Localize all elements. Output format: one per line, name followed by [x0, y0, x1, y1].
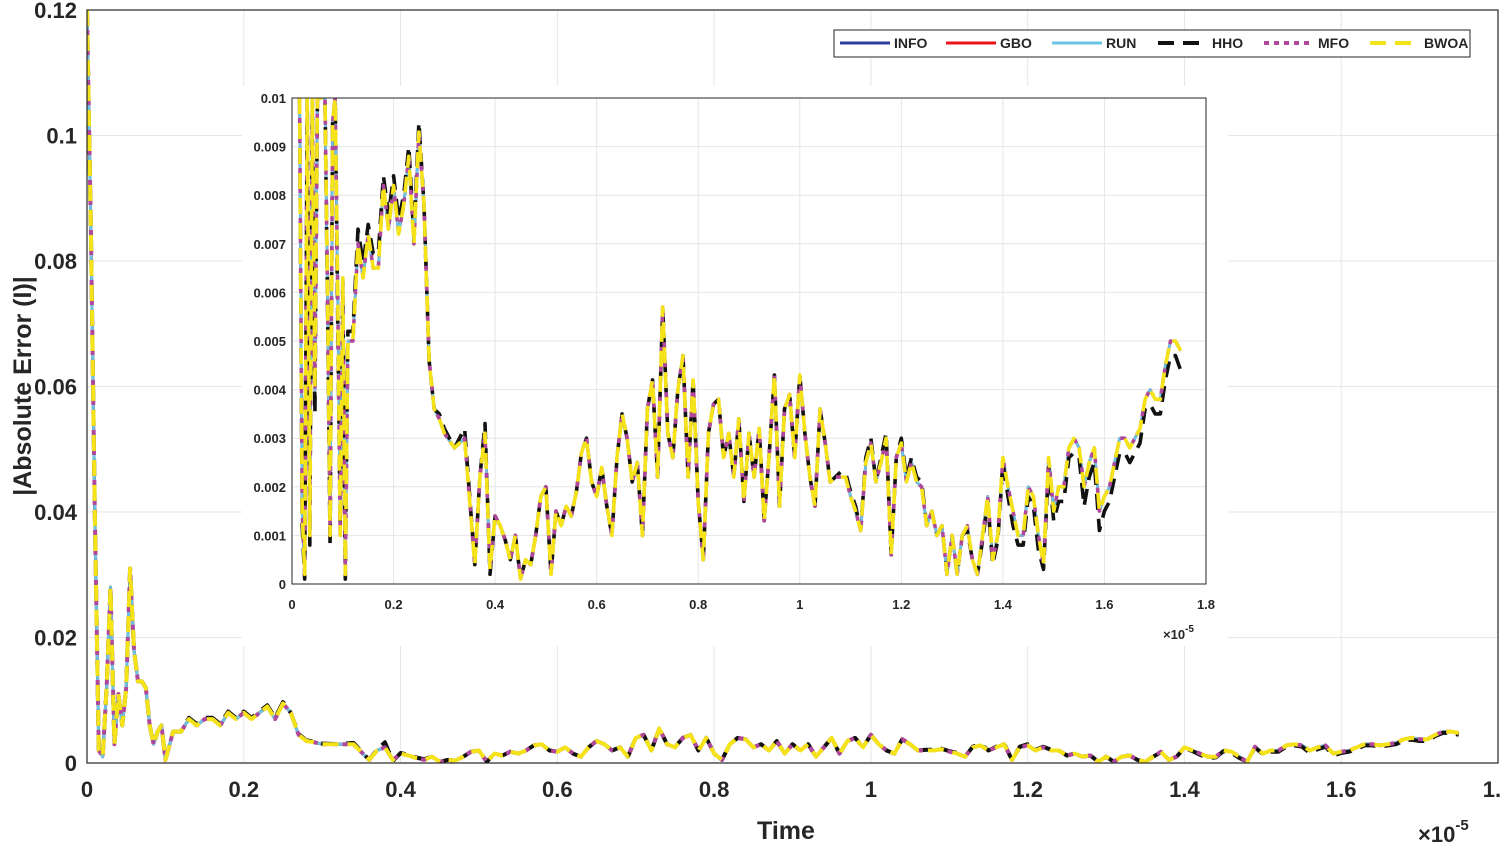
legend-label-bwoa: BWOA: [1424, 35, 1468, 51]
inset-y-tick-label: 0.009: [253, 140, 286, 155]
inset-plot-frame: [291, 97, 1207, 585]
inset-x-tick-label: 1.6: [1095, 597, 1113, 612]
inset-x-tick-label: 1.8: [1197, 597, 1215, 612]
inset-y-tick-label: 0.007: [253, 237, 286, 252]
y-axis-title: |Absolute Error (I)|: [9, 276, 37, 496]
legend-label-hho: HHO: [1212, 35, 1243, 51]
inset-x-tick-label: 0.2: [385, 597, 403, 612]
main-series-lines: [87, 10, 1460, 763]
main-y-tick-label: 0.1: [46, 124, 77, 149]
main-x-tick-label: 1.4: [1169, 777, 1200, 802]
main-series-line-bwoa: [87, 10, 1460, 763]
inset-x-multiplier-base: ×10: [1163, 627, 1185, 642]
inset-y-tick-label: 0.002: [253, 480, 286, 495]
legend-label-gbo: GBO: [1000, 35, 1032, 51]
x-axis-title: Time: [757, 817, 815, 845]
inset-x-multiplier-exponent: -5: [1185, 624, 1194, 635]
legend-label-info: INFO: [894, 35, 928, 51]
inset-background: [242, 86, 1228, 646]
legend-label-mfo: MFO: [1318, 35, 1349, 51]
inset-y-tick-label: 0.004: [253, 383, 286, 398]
inset-y-tick-label: 0.008: [253, 188, 286, 203]
main-x-tick-label: 1.6: [1326, 777, 1357, 802]
main-x-tick-label: 0.6: [542, 777, 573, 802]
main-y-tick-label: 0: [65, 751, 77, 776]
inset-y-tick-label: 0.005: [253, 334, 286, 349]
main-x-tick-label: 0.2: [228, 777, 259, 802]
x-multiplier-base: ×10: [1418, 822, 1455, 847]
x-multiplier-exponent: -5: [1455, 817, 1468, 834]
inset-x-tick-label: 1.4: [994, 597, 1013, 612]
main-x-tick-label: 0.8: [699, 777, 730, 802]
inset-y-tick-label: 0.006: [253, 285, 286, 300]
main-x-tick-label: 0.4: [385, 777, 416, 802]
main-plot-frame: [86, 9, 1499, 764]
main-y-tick-label: 0.04: [34, 500, 78, 525]
main-x-tick-label: 1: [865, 777, 877, 802]
legend-box: [833, 29, 1471, 58]
inset-x-tick-label: 1.2: [892, 597, 910, 612]
main-y-tick-label: 0.12: [34, 0, 77, 23]
inset-series-lines: [297, 98, 1183, 581]
inset-y-tick-label: 0.01: [261, 91, 286, 106]
legend-label-run: RUN: [1106, 35, 1136, 51]
inset-x-axis-multiplier: ×10-5: [1163, 624, 1194, 642]
main-y-tick-label: 0.06: [34, 375, 77, 400]
main-y-tick-label: 0.08: [34, 249, 77, 274]
x-axis-multiplier: ×10-5: [1418, 817, 1469, 847]
inset-x-tick-label: 0: [288, 597, 295, 612]
inset-x-tick-label: 0.6: [588, 597, 606, 612]
inset-y-tick-label: 0.001: [253, 528, 286, 543]
main-tick-labels: 0 0.2 0.4 0.6 0.8 1 1.2 1.4 1.6 1.8 0 0.02 0.04 0.06 0…: [34, 0, 1500, 802]
inset-series-line-bwoa: [297, 98, 1183, 581]
inset-tick-labels: 0 0.2 0.4 0.6 0.8 1 1.2 1.4 1.6 1.8 0 0.001 0.002 0.0…: [253, 91, 1215, 612]
inset-x-tick-label: 0.8: [689, 597, 707, 612]
legend: INFO GBO RUN HHO MFO BWOA: [833, 29, 1471, 58]
inset-y-tick-label: 0: [279, 577, 286, 592]
main-y-tick-label: 0.02: [34, 626, 77, 651]
main-x-tick-label: 0: [81, 777, 93, 802]
inset-x-tick-label: 1: [796, 597, 803, 612]
inset-y-tick-label: 0.003: [253, 431, 286, 446]
main-x-tick-label: 1.8: [1483, 777, 1500, 802]
main-x-tick-label: 1.2: [1012, 777, 1043, 802]
inset-x-tick-label: 0.4: [486, 597, 505, 612]
